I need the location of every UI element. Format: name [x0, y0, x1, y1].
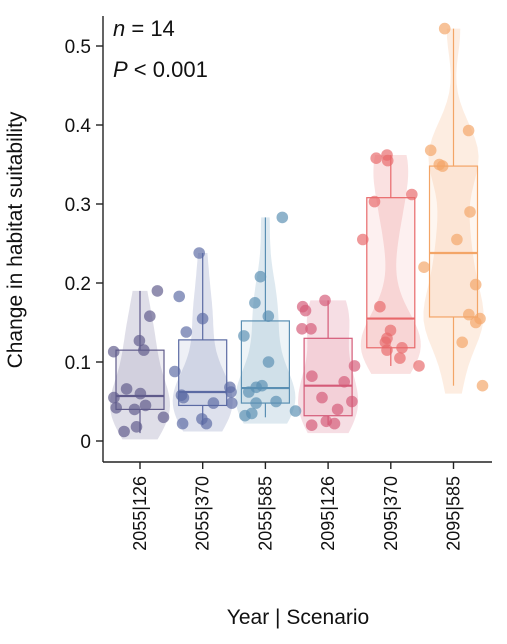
data-point-4-8: [381, 332, 393, 345]
y-tick-label-2: 0.2: [65, 274, 91, 295]
data-point-2-11: [276, 211, 289, 224]
data-point-0-3: [118, 425, 130, 438]
data-point-2-5: [289, 405, 302, 417]
data-point-5-0: [462, 124, 475, 137]
data-point-1-1: [180, 326, 193, 338]
data-point-0-8: [139, 399, 152, 412]
data-point-3-5: [305, 419, 318, 432]
data-point-0-13: [107, 345, 120, 358]
data-point-3-11: [305, 323, 317, 335]
data-point-1-12: [225, 386, 237, 398]
data-point-5-11: [418, 261, 430, 274]
data-point-4-0: [357, 233, 369, 246]
data-point-5-4: [469, 278, 482, 291]
data-point-1-5: [196, 413, 208, 425]
points-layer: [107, 22, 489, 438]
data-point-4-5: [374, 300, 386, 313]
x-tick-label-4: 2095|370: [381, 476, 401, 551]
data-point-5-10: [451, 233, 463, 246]
data-point-0-1: [138, 344, 150, 356]
y-tick-label-5: 0.5: [65, 37, 91, 58]
y-tick-label-0: 0: [80, 432, 91, 453]
data-point-2-2: [270, 395, 282, 408]
data-point-4-2: [396, 342, 408, 354]
n-annotation: n = 14: [113, 16, 175, 41]
data-point-0-10: [120, 383, 133, 395]
box-4: [366, 197, 416, 349]
data-point-5-3: [464, 206, 476, 218]
data-point-4-6: [381, 344, 393, 356]
data-point-5-8: [463, 308, 475, 321]
data-point-0-12: [144, 310, 156, 323]
data-point-5-9: [456, 336, 469, 349]
y-axis: 0 0.1 0.2 0.3 0.4 0.5: [65, 16, 104, 462]
data-point-2-1: [262, 356, 275, 368]
data-point-0-11: [151, 285, 164, 297]
violin-1: [172, 253, 233, 432]
x-axis: 2055|126 2055|370 2055|585 2095|126 2095|370…: [103, 461, 492, 551]
data-point-1-13: [177, 391, 190, 404]
violins-layer: [110, 28, 484, 440]
data-point-3-12: [319, 294, 331, 307]
data-point-1-0: [196, 312, 209, 325]
data-point-2-13: [250, 397, 262, 409]
data-point-3-13: [296, 300, 309, 313]
box-0: [115, 349, 165, 410]
x-tick-label-2: 2055|585: [255, 476, 275, 551]
data-point-5-5: [476, 379, 489, 392]
x-axis-title: Year | Scenario: [227, 606, 369, 629]
data-point-4-3: [394, 352, 406, 364]
data-point-2-0: [254, 270, 267, 283]
data-point-3-8: [338, 376, 351, 388]
p-value-annotation: P < 0.001: [113, 57, 208, 82]
data-point-0-2: [110, 402, 122, 414]
y-tick-label-3: 0.3: [65, 195, 91, 216]
data-point-3-9: [331, 403, 344, 416]
data-point-4-9: [406, 188, 418, 201]
data-point-4-4: [413, 360, 425, 372]
data-point-0-0: [133, 334, 146, 347]
data-point-3-0: [296, 323, 308, 335]
data-point-3-7: [316, 391, 328, 404]
y-tick-label-4: 0.4: [65, 116, 92, 137]
data-point-0-6: [108, 391, 120, 404]
data-point-1-10: [173, 290, 185, 303]
data-point-5-13: [438, 22, 451, 35]
violin-0: [110, 290, 170, 440]
data-point-3-6: [328, 417, 341, 430]
data-point-3-1: [348, 360, 361, 372]
data-point-0-4: [130, 421, 143, 433]
x-tick-label-3: 2095|126: [318, 476, 338, 551]
data-point-2-4: [239, 409, 251, 422]
data-point-2-12: [250, 381, 262, 394]
y-tick-label-1: 0.1: [65, 353, 91, 374]
data-point-5-1: [424, 144, 437, 157]
data-point-5-12: [436, 160, 449, 172]
data-point-1-9: [226, 397, 238, 409]
x-tick-label-0: 2055|126: [130, 476, 150, 551]
data-point-0-7: [157, 411, 170, 424]
data-point-4-12: [370, 152, 383, 164]
data-point-4-13: [368, 195, 381, 208]
data-point-0-9: [128, 403, 141, 416]
data-point-3-3: [346, 395, 358, 408]
data-point-2-8: [262, 310, 275, 323]
violin-5: [423, 28, 484, 394]
data-point-0-5: [134, 387, 147, 400]
x-tick-label-5: 2095|585: [444, 476, 464, 551]
data-point-2-9: [249, 297, 261, 309]
data-point-2-10: [238, 330, 250, 342]
y-axis-title: Change in habitat suitability: [4, 111, 27, 368]
data-point-1-11: [193, 247, 205, 259]
data-point-1-7: [169, 365, 181, 378]
x-tick-label-1: 2055|370: [193, 476, 213, 551]
data-point-5-7: [470, 316, 482, 329]
data-point-4-11: [381, 149, 393, 161]
data-point-1-6: [176, 417, 189, 430]
data-point-3-2: [306, 370, 318, 383]
data-point-1-2: [207, 397, 220, 409]
